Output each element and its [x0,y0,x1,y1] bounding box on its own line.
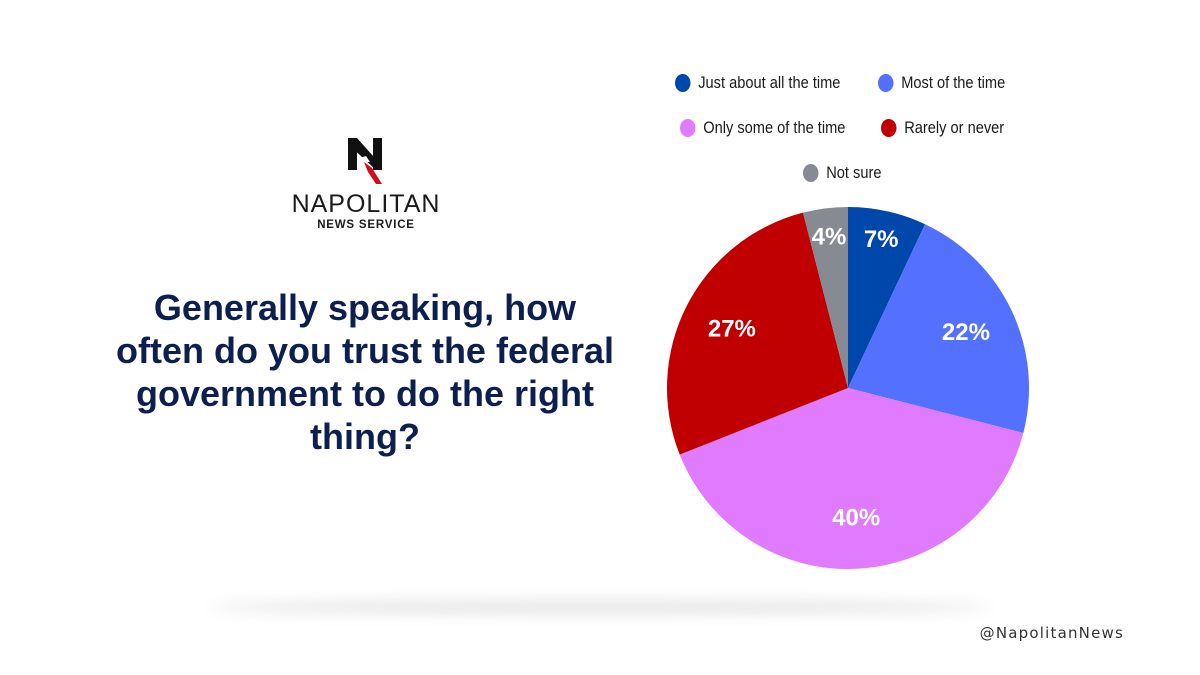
pie-slice-just-about-all-the-time [848,207,926,388]
legend-label: Not sure [826,163,882,182]
pie-label-just-about-all-the-time: 7% [864,226,899,253]
pie-chart: 7% 22% 40% 27% 4% [667,207,1029,569]
napolitan-n-logo-icon [348,138,382,184]
legend-swatch [881,119,897,137]
pie-label-not-sure: 4% [812,224,847,251]
legend-label: Just about all the time [698,73,841,92]
legend-item-most-of-the-time: Most of the time [878,73,1005,93]
legend-swatch [675,74,691,92]
brand-name: NAPOLITAN [291,190,441,218]
napolitan-logo: NAPOLITAN NEWS SERVICE [280,136,452,236]
legend-item-only-some-of-the-time: Only some of the time [680,118,845,138]
pie-slice-not-sure [802,207,848,388]
legend-swatch [803,164,819,182]
legend-item-rarely-or-never: Rarely or never [881,118,1004,138]
pie-label-rarely-or-never: 27% [708,315,756,342]
pie-slice-only-some-of-the-time [679,388,1024,569]
legend-label: Only some of the time [703,118,846,137]
legend-swatch [680,119,696,137]
pie-label-most-of-the-time: 22% [942,319,990,346]
pie-label-only-some-of-the-time: 40% [832,505,880,532]
pie-slice-rarely-or-never [667,212,848,455]
card-shadow [210,600,990,614]
pie-slice-most-of-the-time [848,224,1029,434]
legend-item-not-sure: Not sure [803,163,881,183]
legend-label: Rarely or never [904,118,1005,137]
legend-item-just-about-all-the-time: Just about all the time [675,73,840,93]
legend-label: Most of the time [901,73,1006,92]
legend-swatch [878,74,894,92]
chart-title: Generally speaking, how often do you tru… [115,287,615,457]
brand-subtitle: NEWS SERVICE [317,219,415,231]
social-handle: @NapolitanNews [979,624,1124,642]
